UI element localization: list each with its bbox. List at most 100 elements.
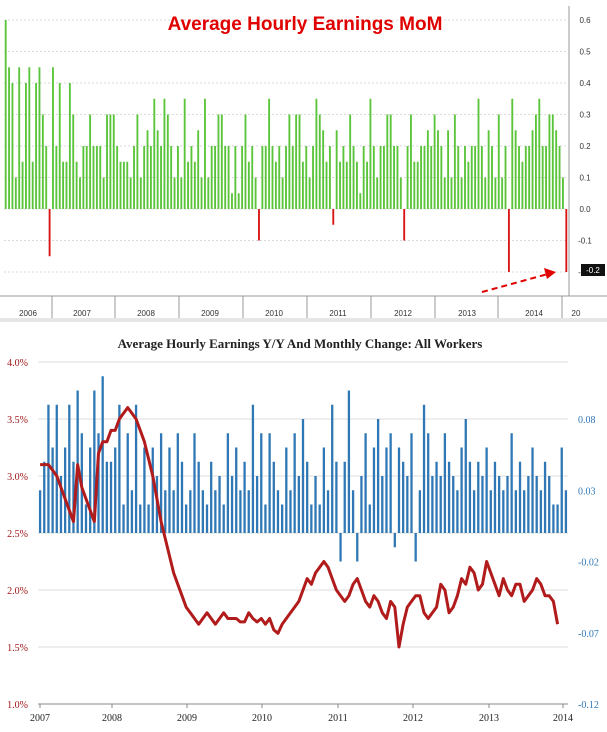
mom-bar (106, 114, 108, 209)
mom-bar (45, 146, 48, 209)
mom-bar (268, 98, 271, 209)
yoy-monthly-bar (205, 504, 209, 533)
yoy-x-tick-label: 2009 (177, 713, 197, 724)
yoy-monthly-bar (218, 476, 221, 533)
mom-bar (291, 146, 294, 209)
yoy-monthly-bar (109, 461, 113, 533)
yoy-left-tick-label: 2.5% (7, 529, 28, 540)
mom-bar (521, 161, 524, 209)
mom-bar (109, 114, 112, 209)
yoy-left-tick-label: 1.5% (7, 643, 28, 654)
mom-bar (383, 146, 385, 209)
mom-arrow-annotation (481, 268, 556, 293)
yoy-monthly-bar (143, 447, 146, 533)
mom-bar (426, 130, 429, 209)
mom-bar (170, 146, 173, 209)
mom-bar (8, 67, 10, 209)
yoy-monthly-bar (59, 476, 63, 533)
yoy-monthly-bar (314, 476, 317, 533)
yoy-monthly-bar (214, 490, 217, 533)
yoy-monthly-bar (97, 433, 100, 533)
yoy-monthly-bar (481, 476, 484, 533)
mom-bar (433, 114, 436, 209)
yoy-monthly-bar (130, 490, 134, 533)
mom-bar (514, 130, 517, 209)
mom-bar (281, 177, 284, 209)
mom-bar (504, 146, 507, 209)
yoy-x-tick-label: 2007 (30, 713, 50, 724)
yoy-monthly-bar (272, 461, 275, 533)
yoy-monthly-bar (464, 419, 467, 533)
yoy-monthly-bar (251, 404, 255, 533)
yoy-monthly-bar (72, 461, 75, 533)
mom-bar (251, 146, 254, 209)
yoy-monthly-bar (68, 404, 71, 533)
yoy-monthly-bar (134, 404, 138, 533)
yoy-left-tick-label: 3.5% (7, 415, 28, 426)
mom-bar (491, 146, 493, 209)
yoy-monthly-bar (410, 433, 413, 533)
mom-bar (386, 114, 389, 209)
mom-bar (403, 209, 406, 241)
yoy-monthly-bar (422, 404, 426, 533)
mom-bar (254, 177, 257, 209)
mom-bar (14, 177, 17, 209)
mom-bar (416, 161, 419, 209)
yoy-chart-title: Average Hourly Earnings Y/Y And Monthly … (118, 336, 483, 351)
mom-bar (173, 177, 176, 209)
mom-bar (264, 146, 267, 209)
mom-bar (247, 161, 250, 209)
yoy-monthly-bar (289, 490, 292, 533)
mom-bar (35, 83, 38, 209)
yoy-monthly-bar (397, 447, 401, 533)
chart-separator (0, 318, 607, 322)
mom-bar (146, 130, 149, 209)
mom-bar (95, 146, 98, 209)
mom-bar (18, 67, 21, 209)
yoy-monthly-bar (414, 533, 417, 562)
mom-bar (210, 146, 213, 209)
mom-bar (288, 114, 291, 209)
mom-bar (548, 114, 551, 209)
mom-bar (474, 146, 477, 209)
mom-bar (261, 146, 264, 209)
mom-bar (322, 130, 325, 209)
yoy-monthly-bar (502, 490, 505, 533)
mom-bar (102, 177, 105, 209)
yoy-monthly-bar (418, 490, 421, 533)
mom-bar (477, 98, 480, 209)
yoy-x-tick-label: 2011 (328, 713, 348, 724)
mom-y-tick-label: 0.5 (579, 48, 591, 57)
yoy-monthly-bar (185, 504, 188, 533)
mom-bar (285, 146, 287, 209)
mom-bar (325, 161, 328, 209)
yoy-monthly-bar (255, 476, 259, 533)
yoy-left-tick-label: 1.0% (7, 700, 28, 711)
yoy-monthly-bar (63, 447, 67, 533)
mom-bar (545, 146, 547, 209)
mom-bar (82, 146, 85, 209)
mom-bar (443, 177, 446, 209)
yoy-monthly-bar (427, 433, 430, 533)
mom-bar (58, 83, 61, 209)
yoy-monthly-bar (285, 447, 288, 533)
mom-bar (55, 146, 58, 209)
mom-bar (450, 177, 453, 209)
mom-bar (541, 146, 544, 209)
yoy-monthly-bar (514, 490, 517, 533)
mom-bar (220, 114, 223, 209)
mom-bar (298, 114, 301, 209)
mom-bar (4, 20, 7, 209)
yoy-monthly-bar (197, 461, 200, 533)
mom-bar (65, 161, 68, 209)
yoy-monthly-bar (47, 404, 50, 533)
yoy-monthly-bar (301, 419, 305, 533)
mom-bar (312, 146, 314, 209)
mom-bar (487, 130, 490, 209)
mom-bar (153, 98, 156, 209)
mom-x-tick-label: 2009 (201, 309, 219, 318)
yoy-monthly-bar (139, 504, 142, 533)
mom-x-tick-label: 2013 (458, 309, 476, 318)
yoy-left-tick-label: 2.0% (7, 586, 28, 597)
mom-y-tick-label: 0.0 (579, 205, 591, 214)
